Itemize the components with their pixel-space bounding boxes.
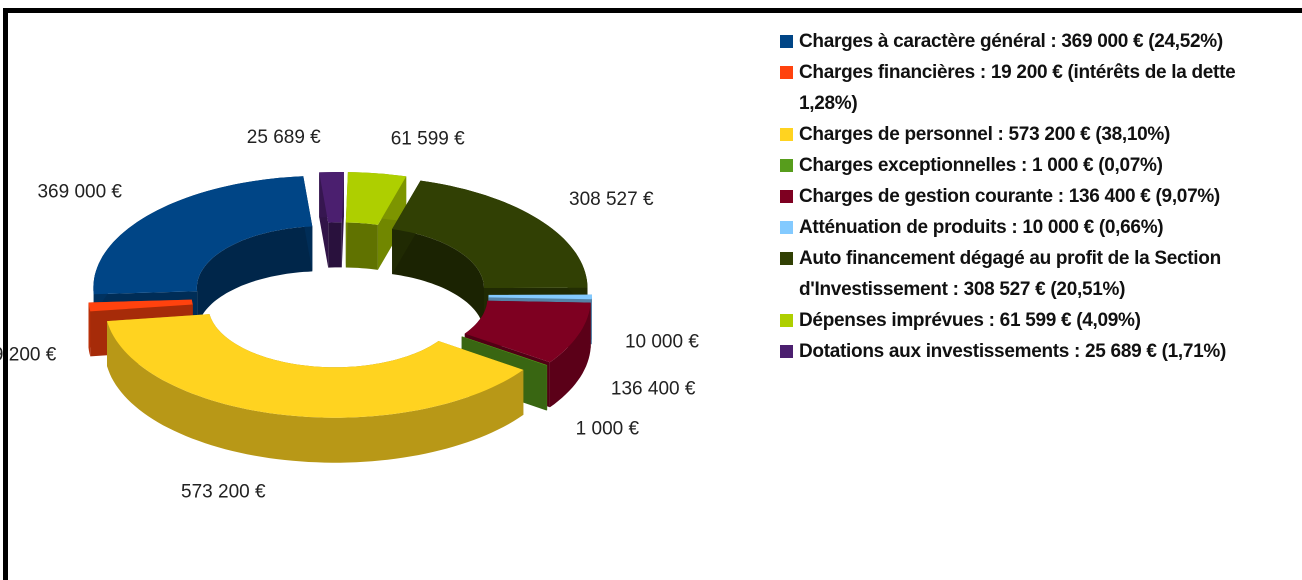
legend-swatch <box>780 345 793 358</box>
slice <box>319 172 344 223</box>
slice <box>93 176 313 295</box>
legend-item: Charges financières : 19 200 € (intérêts… <box>780 57 1295 119</box>
data-label: 308 527 € <box>569 189 654 210</box>
chart: 369 000 € 19 200 € 573 200 € 1 000 € 136 400… <box>0 127 699 503</box>
data-label: 573 200 € <box>181 482 266 503</box>
data-label: 61 599 € <box>391 129 465 150</box>
data-label: 1 000 € <box>576 419 640 440</box>
legend-label: Charges à caractère général : 369 000 € … <box>799 31 1223 52</box>
slice <box>107 314 524 418</box>
legend-swatch <box>780 221 793 234</box>
data-label: 136 400 € <box>611 379 696 400</box>
data-label: 369 000 € <box>37 181 122 202</box>
legend-swatch <box>780 159 793 172</box>
legend-label: Auto financement dégagé au profit de la … <box>799 248 1221 300</box>
legend-label: Charges de gestion courante : 136 400 € … <box>799 186 1220 207</box>
slice <box>464 300 591 363</box>
legend-swatch <box>780 190 793 203</box>
legend-swatch <box>780 314 793 327</box>
legend-item: Dépenses imprévues : 61 599 € (4,09%) <box>780 305 1295 336</box>
legend-item: Charges exceptionnelles : 1 000 € (0,07%… <box>780 150 1295 181</box>
slice-outer-wall <box>546 365 548 411</box>
slice-inner-wall <box>328 222 342 268</box>
slice <box>345 172 407 225</box>
legend-label: Charges exceptionnelles : 1 000 € (0,07%… <box>799 155 1163 176</box>
slice-outer-wall <box>549 302 591 408</box>
slice <box>488 294 592 300</box>
slice-outer-wall <box>107 321 524 463</box>
legend-item: Charges à caractère général : 369 000 € … <box>780 26 1295 57</box>
legend-swatch <box>780 128 793 141</box>
legend-item: Dotations aux investissements : 25 689 €… <box>780 336 1295 367</box>
data-label: 10 000 € <box>625 331 699 352</box>
legend-item: Atténuation de produits : 10 000 € (0,66… <box>780 212 1295 243</box>
slice-inner-wall <box>392 229 484 333</box>
legend-swatch <box>780 35 793 48</box>
legend: Charges à caractère général : 369 000 € … <box>780 26 1295 367</box>
slice-inner-wall <box>196 226 313 337</box>
data-label: 25 689 € <box>247 127 321 148</box>
legend-item: Auto financement dégagé au profit de la … <box>780 243 1295 305</box>
legend-label: Charges de personnel : 573 200 € (38,10%… <box>799 124 1171 145</box>
slice <box>461 336 548 366</box>
data-label: 19 200 € <box>0 344 57 365</box>
legend-swatch <box>780 252 793 265</box>
legend-label: Dotations aux investissements : 25 689 €… <box>799 341 1227 362</box>
slice-inner-wall <box>345 222 378 270</box>
slice <box>88 299 193 312</box>
frame <box>3 8 1302 580</box>
legend-item: Charges de personnel : 573 200 € (38,10%… <box>780 119 1295 150</box>
legend-label: Charges financières : 19 200 € (intérêts… <box>799 62 1236 114</box>
legend-label: Atténuation de produits : 10 000 € (0,66… <box>799 217 1164 238</box>
slice <box>392 180 588 288</box>
legend-label: Dépenses imprévues : 61 599 € (4,09%) <box>799 310 1141 331</box>
legend-item: Charges de gestion courante : 136 400 € … <box>780 181 1295 212</box>
slice-outer-wall <box>88 302 91 357</box>
legend-swatch <box>780 66 793 79</box>
